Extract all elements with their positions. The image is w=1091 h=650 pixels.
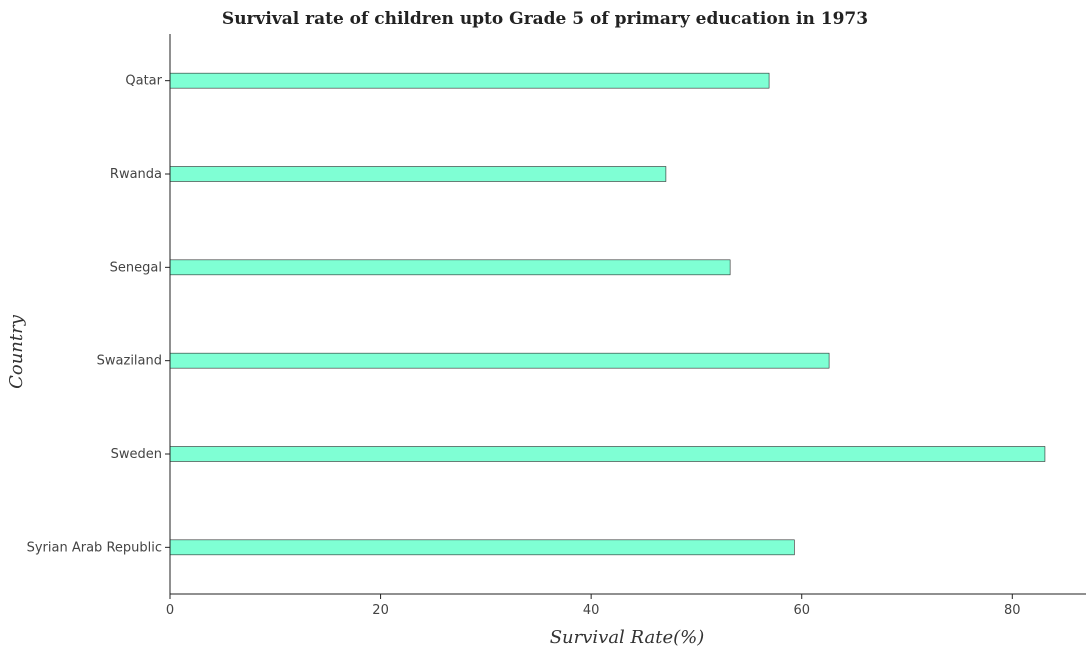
bar-qatar	[169, 72, 770, 89]
x-tick-label: 20	[372, 603, 389, 618]
bar-syrian-arab-republic	[169, 539, 795, 556]
bar-swaziland	[169, 352, 830, 369]
y-axis-label: Country	[6, 314, 27, 389]
chart-title: Survival rate of children upto Grade 5 o…	[222, 9, 868, 29]
x-tick-label: 0	[166, 603, 174, 618]
y-tick-label: Swaziland	[97, 354, 162, 369]
y-tick-label: Rwanda	[110, 167, 162, 182]
y-tick-label: Qatar	[125, 74, 162, 89]
y-tick-label: Senegal	[110, 260, 162, 275]
plot-area: Qatar Rwanda Senegal Swaziland Sweden Syrian …	[27, 34, 1086, 618]
bar-sweden	[169, 446, 1046, 462]
y-tick-label: Syrian Arab Republic	[27, 540, 162, 555]
x-tick-label: 60	[793, 603, 810, 618]
x-tick-label: 40	[583, 603, 600, 618]
bar-senegal	[169, 259, 731, 276]
x-axis-label: Survival Rate(%)	[550, 627, 705, 648]
y-tick-label: Sweden	[111, 447, 162, 462]
bar-rwanda	[169, 166, 667, 182]
x-tick-label: 80	[1004, 603, 1021, 618]
